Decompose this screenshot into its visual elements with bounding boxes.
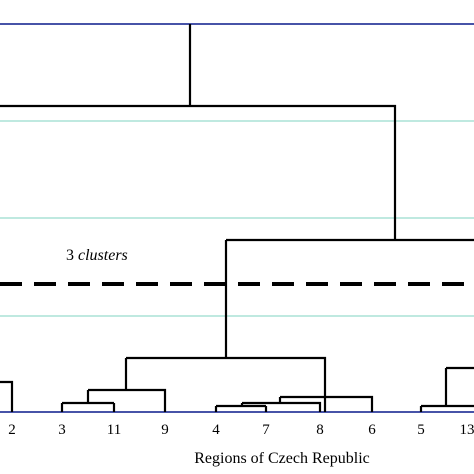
leaf-label: 9 [161, 422, 169, 438]
merge-5-13 [419, 404, 474, 412]
leaf-label: 11 [107, 422, 121, 438]
x-axis-label: Regions of Czech Republic [194, 450, 370, 467]
dendrogram-tree [0, 24, 474, 412]
merge-middle-cluster [126, 356, 327, 412]
merge-level-2 [0, 104, 397, 240]
gridlines [0, 120, 474, 317]
annotation-text: clusters [78, 247, 128, 264]
merge-3-11 [60, 390, 116, 412]
leaf-labels: 2 3 11 9 4 7 8 6 5 13 [8, 422, 474, 438]
merge-left-cluster [0, 380, 14, 412]
leaf-label: 3 [58, 422, 66, 438]
leaf-label: 4 [212, 422, 220, 438]
leaf-label: 8 [316, 422, 324, 438]
merge-4-7 [214, 403, 268, 412]
leaf-label: 7 [262, 422, 270, 438]
merge-3-11-9 [88, 388, 167, 412]
merge-4-7-8 [242, 397, 322, 412]
leaf-label: 5 [417, 422, 425, 438]
annotation-count: 3 [66, 247, 78, 264]
leaf-label: 13 [460, 422, 474, 438]
leaf-label: 6 [368, 422, 376, 438]
cluster-annotation: 3 clusters [66, 247, 128, 264]
merge-4-7-8-6 [280, 395, 374, 412]
leaf-label: 2 [8, 422, 16, 438]
